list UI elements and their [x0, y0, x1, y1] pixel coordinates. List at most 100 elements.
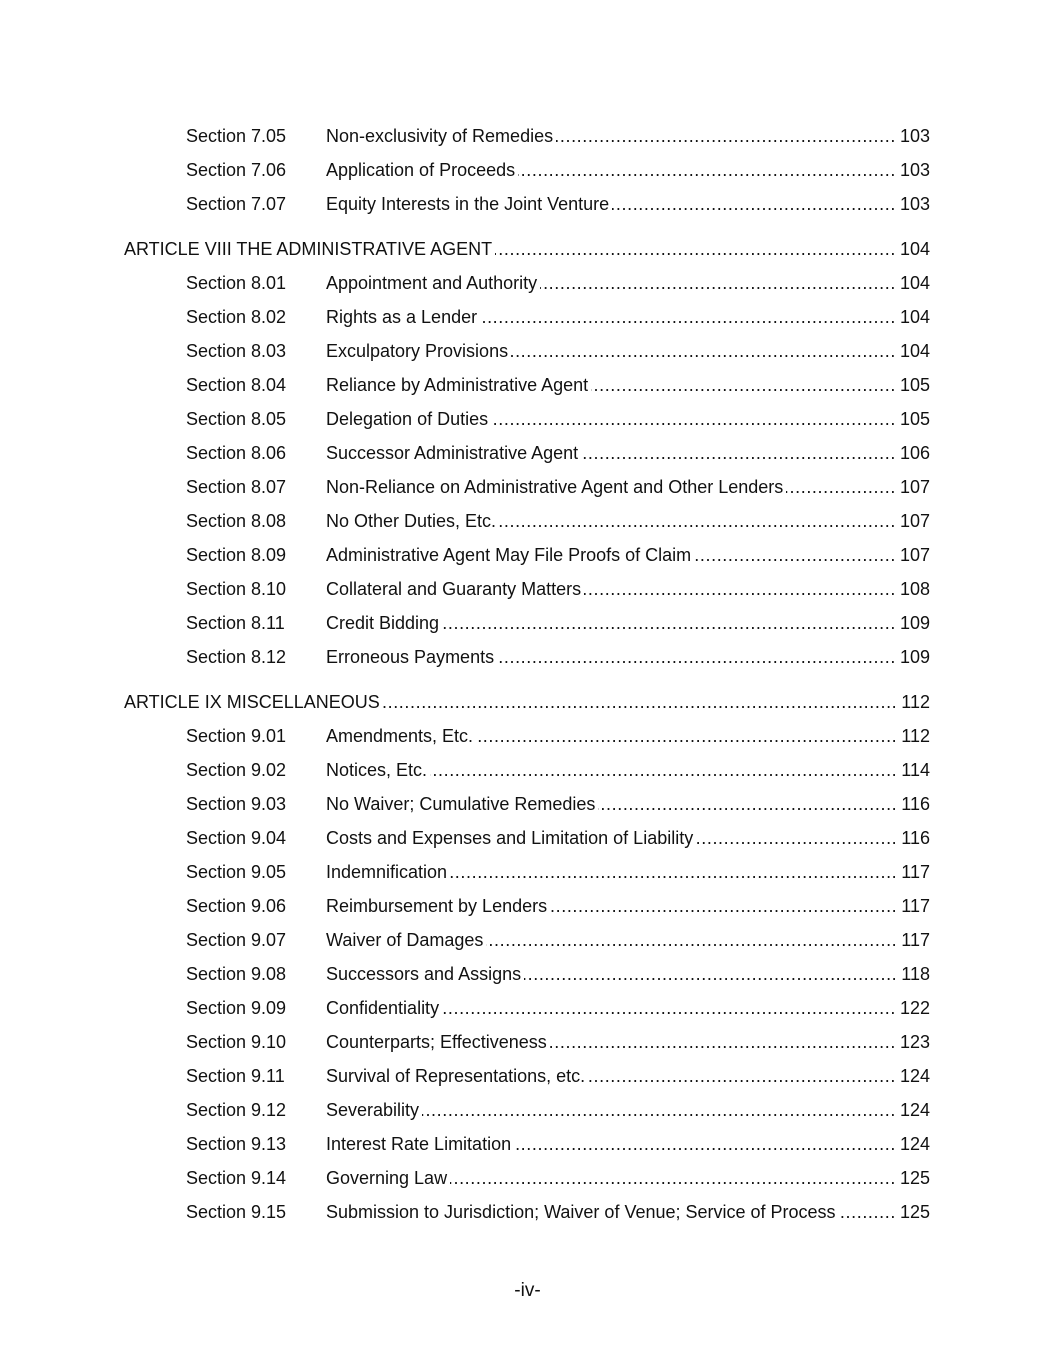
dot-leader	[511, 341, 896, 361]
page-number: 118	[901, 963, 930, 984]
page-number: 105	[899, 408, 930, 429]
page-number: 112	[901, 725, 930, 746]
page-number: 112	[901, 691, 930, 712]
page-number: 124	[899, 1065, 930, 1086]
toc-section-entry[interactable]: Section 9.08 Successors and Assigns 118	[124, 957, 930, 991]
toc-section-entry[interactable]: Section 9.09 Confidentiality 122	[124, 991, 930, 1025]
entry-title: Notices, Etc.	[326, 759, 428, 780]
toc-section-entry[interactable]: Section 8.04 Reliance by Administrative A…	[124, 368, 930, 402]
entry-title: Interest Rate Limitation	[326, 1133, 512, 1154]
section-number: Section 8.11	[186, 612, 285, 633]
toc-section-entry[interactable]: Section 9.01 Amendments, Etc. 112	[124, 719, 930, 753]
page-number: 103	[899, 193, 930, 214]
toc-section-entry[interactable]: Section 8.01 Appointment and Authority 104	[124, 266, 930, 300]
entry-title: Amendments, Etc.	[326, 725, 474, 746]
toc-section-entry[interactable]: Section 8.06 Successor Administrative Age…	[124, 436, 930, 470]
toc-section-entry[interactable]: Section 7.05 Non-exclusivity of Remedies 1…	[124, 119, 930, 153]
dot-leader	[422, 1100, 896, 1120]
section-number: Section 7.05	[186, 125, 287, 146]
dot-leader	[581, 443, 896, 463]
toc-section-entry[interactable]: Section 8.07 Non-Reliance on Administrati…	[124, 470, 930, 504]
section-number: Section 9.15	[186, 1201, 287, 1222]
dot-leader	[584, 579, 896, 599]
toc-section-entry[interactable]: Section 8.09 Administrative Agent May Fil…	[124, 538, 930, 572]
section-number: Section 9.04	[186, 827, 287, 848]
toc-section-entry[interactable]: Section 7.07 Equity Interests in the Join…	[124, 187, 930, 221]
dot-leader	[518, 160, 896, 180]
dot-leader	[524, 964, 897, 984]
toc-section-entry[interactable]: Section 9.07 Waiver of Damages 117	[124, 923, 930, 957]
page-number: 104	[899, 272, 930, 293]
page-number: 109	[899, 612, 930, 633]
page-number: 122	[899, 997, 930, 1018]
dot-leader	[591, 375, 896, 395]
page-number: 117	[901, 895, 930, 916]
entry-title: Application of Proceeds	[326, 159, 516, 180]
toc-section-entry[interactable]: Section 8.08 No Other Duties, Etc. 107	[124, 504, 930, 538]
entry-title: Reimbursement by Lenders	[326, 895, 548, 916]
section-number: Section 8.07	[186, 476, 287, 497]
section-number: Section 8.03	[186, 340, 287, 361]
section-number: Section 9.08	[186, 963, 287, 984]
entry-title: Successors and Assigns	[326, 963, 522, 984]
toc-section-entry[interactable]: Section 9.14 Governing Law 125	[124, 1161, 930, 1195]
entry-title: Exculpatory Provisions	[326, 340, 509, 361]
page-number: 108	[899, 578, 930, 599]
dot-leader	[495, 239, 896, 259]
page-number: 109	[899, 646, 930, 667]
toc-section-entry[interactable]: Section 8.11 Credit Bidding 109	[124, 606, 930, 640]
page-number: 116	[901, 827, 930, 848]
page-number: 104	[899, 238, 930, 259]
page-number-footer: -iv-	[514, 1280, 541, 1301]
section-number: Section 8.02	[186, 306, 287, 327]
entry-title: Successor Administrative Agent	[326, 442, 579, 463]
dot-leader	[497, 647, 896, 667]
toc-section-entry[interactable]: Section 9.15 Submission to Jurisdiction; …	[124, 1195, 930, 1229]
toc-section-entry[interactable]: Section 9.13 Interest Rate Limitation 124	[124, 1127, 930, 1161]
section-number: Section 9.01	[186, 725, 287, 746]
toc-article-entry[interactable]: ARTICLE VIII THE ADMINISTRATIVE AGENT 104	[124, 232, 930, 266]
dot-leader	[486, 930, 897, 950]
section-number: Section 9.14	[186, 1167, 287, 1188]
dot-leader	[430, 760, 897, 780]
entry-title: ARTICLE IX MISCELLANEOUS	[124, 691, 380, 712]
toc-section-entry[interactable]: Section 9.02 Notices, Etc. 114	[124, 753, 930, 787]
toc-section-entry[interactable]: Section 9.03 No Waiver; Cumulative Remedi…	[124, 787, 930, 821]
dot-leader	[696, 828, 897, 848]
toc-section-entry[interactable]: Section 9.10 Counterparts; Effectiveness 1…	[124, 1025, 930, 1059]
page-number: 125	[899, 1201, 930, 1222]
section-number: Section 7.06	[186, 159, 287, 180]
toc-section-entry[interactable]: Section 9.04 Costs and Expenses and Limit…	[124, 821, 930, 855]
entry-title: Counterparts; Effectiveness	[326, 1031, 547, 1052]
dot-leader	[476, 726, 897, 746]
entry-title: Survival of Representations, etc.	[326, 1065, 586, 1086]
dot-leader	[450, 1168, 896, 1188]
section-number: Section 9.13	[186, 1133, 287, 1154]
table-of-contents: Section 7.05 Non-exclusivity of Remedies 1…	[124, 119, 930, 1229]
toc-section-entry[interactable]: Section 8.10 Collateral and Guaranty Matt…	[124, 572, 930, 606]
section-number: Section 9.12	[186, 1099, 287, 1120]
section-number: Section 9.10	[186, 1031, 287, 1052]
entry-title: Severability	[326, 1099, 420, 1120]
page-number: 124	[899, 1099, 930, 1120]
toc-section-entry[interactable]: Section 8.05 Delegation of Duties 105	[124, 402, 930, 436]
entry-title: Equity Interests in the Joint Venture	[326, 193, 610, 214]
toc-section-entry[interactable]: Section 7.06 Application of Proceeds 103	[124, 153, 930, 187]
section-number: Section 8.01	[186, 272, 287, 293]
toc-article-entry[interactable]: ARTICLE IX MISCELLANEOUS 112	[124, 685, 930, 719]
toc-section-entry[interactable]: Section 8.12 Erroneous Payments 109	[124, 640, 930, 674]
entry-title: Non-Reliance on Administrative Agent and…	[326, 476, 784, 497]
toc-section-entry[interactable]: Section 9.05 Indemnification 117	[124, 855, 930, 889]
dot-leader	[588, 1066, 896, 1086]
toc-section-entry[interactable]: Section 9.06 Reimbursement by Lenders 117	[124, 889, 930, 923]
toc-section-entry[interactable]: Section 9.12 Severability 124	[124, 1093, 930, 1127]
toc-section-entry[interactable]: Section 8.03 Exculpatory Provisions 104	[124, 334, 930, 368]
page-number: 107	[899, 510, 930, 531]
page-number: 125	[899, 1167, 930, 1188]
toc-section-entry[interactable]: Section 8.02 Rights as a Lender 104	[124, 300, 930, 334]
entry-title: Appointment and Authority	[326, 272, 538, 293]
dot-leader	[450, 862, 897, 882]
section-number: Section 8.05	[186, 408, 287, 429]
toc-section-entry[interactable]: Section 9.11 Survival of Representations,…	[124, 1059, 930, 1093]
page-number: 116	[901, 793, 930, 814]
